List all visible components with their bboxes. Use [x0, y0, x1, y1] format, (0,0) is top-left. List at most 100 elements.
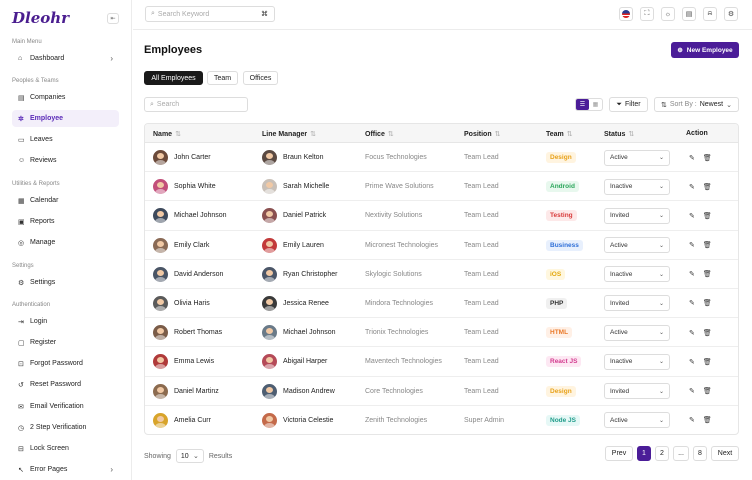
grid-view-icon[interactable]: ▦: [592, 102, 599, 108]
tab-all-employees[interactable]: All Employees: [144, 71, 203, 85]
trash-icon[interactable]: 🗑: [702, 154, 712, 162]
status-select[interactable]: Invited ⌄: [604, 383, 670, 399]
settings-gear-icon[interactable]: ⚙: [724, 7, 738, 21]
line-manager-cell[interactable]: Ryan Christopher: [262, 260, 337, 289]
filter-button[interactable]: ⏷ Filter: [609, 97, 648, 112]
sidebar-item-reports[interactable]: ▣ Reports: [12, 213, 119, 230]
employee-name-cell[interactable]: Emily Clark: [153, 231, 209, 260]
line-manager-cell[interactable]: Braun Kelton: [262, 143, 323, 172]
next-page-button[interactable]: Next: [711, 446, 739, 461]
trash-icon[interactable]: 🗑: [702, 358, 712, 366]
tab-offices[interactable]: Offices: [243, 71, 278, 85]
employee-name-cell[interactable]: Michael Johnson: [153, 201, 227, 230]
tab-team[interactable]: Team: [207, 71, 238, 85]
status-select[interactable]: Active ⌄: [604, 324, 670, 341]
sidebar-item-register[interactable]: ▢ Register: [12, 334, 119, 351]
sidebar-item-label: Employee: [30, 115, 64, 122]
status-select[interactable]: Active ⌄: [604, 237, 670, 254]
new-employee-button[interactable]: ⊕ New Employee: [671, 42, 739, 58]
sidebar-item-manage[interactable]: ◎ Manage: [12, 234, 119, 251]
edit-icon[interactable]: ✎: [689, 212, 695, 220]
employee-name-cell[interactable]: Robert Thomas: [153, 318, 222, 347]
trash-icon[interactable]: 🗑: [702, 271, 712, 279]
status-select[interactable]: Inactive ⌄: [604, 353, 670, 370]
page-1-button[interactable]: 1: [637, 446, 651, 461]
trash-icon[interactable]: 🗑: [702, 300, 712, 308]
edit-icon[interactable]: ✎: [689, 329, 695, 337]
trash-icon[interactable]: 🗑: [702, 183, 712, 191]
keyword-search-input[interactable]: ⌕ Search Keyword ⌘: [145, 6, 275, 22]
sort-by-dropdown[interactable]: ⇅ Sort By : Newest ⌄: [654, 97, 739, 112]
section-utilities: Utilities & Reports: [12, 181, 60, 187]
line-manager-cell[interactable]: Daniel Patrick: [262, 201, 326, 230]
page-8-button[interactable]: 8: [693, 446, 707, 461]
line-manager-cell[interactable]: Jessica Renee: [262, 289, 329, 318]
sidebar-item-reset-password[interactable]: ↺ Reset Password: [12, 376, 119, 393]
theme-toggle-icon[interactable]: ☼: [661, 7, 675, 21]
employee-search-input[interactable]: ⌕ Search: [144, 97, 248, 112]
column-position[interactable]: Position ⇅: [464, 130, 501, 138]
trash-icon[interactable]: 🗑: [702, 388, 712, 395]
employee-name-cell[interactable]: Emma Lewis: [153, 347, 214, 376]
app-logo[interactable]: Dleohr: [12, 9, 70, 27]
edit-icon[interactable]: ✎: [689, 242, 695, 250]
employee-name-cell[interactable]: Daniel Martinz: [153, 377, 219, 406]
line-manager-cell[interactable]: Victoria Celestie: [262, 406, 333, 434]
prev-page-button[interactable]: Prev: [605, 446, 633, 461]
edit-icon[interactable]: ✎: [689, 271, 695, 279]
trash-icon[interactable]: 🗑: [702, 329, 712, 337]
column-status[interactable]: Status ⇅: [604, 130, 634, 138]
trash-icon[interactable]: 🗑: [702, 242, 712, 250]
sidebar-item-login[interactable]: ⇥ Login: [12, 313, 119, 330]
edit-icon[interactable]: ✎: [689, 388, 695, 395]
sidebar-item-email-verification[interactable]: ✉ Email Verification: [12, 398, 119, 415]
sidebar-item-dashboard[interactable]: ⌂ Dashboard ›: [12, 50, 119, 67]
line-manager-cell[interactable]: Emily Lauren: [262, 231, 324, 260]
status-select[interactable]: Invited ⌄: [604, 207, 670, 224]
sidebar-item-calendar[interactable]: ▦ Calendar: [12, 192, 119, 209]
per-page-select[interactable]: 10 ⌄: [175, 449, 204, 463]
sidebar-item-error-pages[interactable]: ↖ Error Pages ›: [12, 461, 119, 478]
column-line-manager[interactable]: Line Manager ⇅: [262, 130, 316, 138]
language-flag-icon[interactable]: [619, 7, 633, 21]
line-manager-cell[interactable]: Sarah Michelle: [262, 172, 329, 201]
edit-icon[interactable]: ✎: [689, 183, 695, 191]
edit-icon[interactable]: ✎: [689, 154, 695, 162]
line-manager-cell[interactable]: Abigail Harper: [262, 347, 327, 376]
manager-name: Madison Andrew: [283, 387, 335, 395]
status-select[interactable]: Invited ⌄: [604, 295, 670, 312]
sidebar-item-2-step-verification[interactable]: ◷ 2 Step Verification: [12, 419, 119, 436]
sidebar-item-settings[interactable]: ⚙ Settings: [12, 274, 119, 291]
collapse-sidebar-icon[interactable]: ⇤: [107, 13, 119, 24]
sidebar-item-companies[interactable]: ▤ Companies: [12, 89, 119, 106]
calendar-check-icon[interactable]: ▤: [682, 7, 696, 21]
fullscreen-icon[interactable]: ⛶: [640, 7, 654, 21]
sidebar-item-leaves[interactable]: ▭ Leaves: [12, 131, 119, 148]
employee-name-cell[interactable]: Sophia White: [153, 172, 216, 201]
notification-bell-icon[interactable]: ⍾: [703, 7, 717, 21]
column-name[interactable]: Name ⇅: [153, 130, 181, 138]
sidebar-item-reviews[interactable]: ☺ Reviews: [12, 152, 119, 169]
list-view-icon[interactable]: ☰: [576, 99, 589, 110]
employee-name-cell[interactable]: Olivia Haris: [153, 289, 210, 318]
employee-name-cell[interactable]: David Anderson: [153, 260, 223, 289]
status-select[interactable]: Inactive ⌄: [604, 178, 670, 195]
edit-icon[interactable]: ✎: [689, 300, 695, 308]
edit-icon[interactable]: ✎: [689, 358, 695, 366]
status-select[interactable]: Inactive ⌄: [604, 266, 670, 283]
line-manager-cell[interactable]: Michael Johnson: [262, 318, 336, 347]
edit-icon[interactable]: ✎: [689, 417, 695, 425]
status-select[interactable]: Active ⌄: [604, 149, 670, 166]
sidebar-item-forgot-password[interactable]: ⊡ Forgot Password: [12, 355, 119, 372]
employee-name-cell[interactable]: Amelia Curr: [153, 406, 211, 434]
trash-icon[interactable]: 🗑: [702, 417, 712, 425]
employee-name-cell[interactable]: John Carter: [153, 143, 211, 172]
sidebar-item-lock-screen[interactable]: ⊟ Lock Screen: [12, 440, 119, 457]
status-select[interactable]: Active ⌄: [604, 412, 670, 429]
column-team[interactable]: Team ⇅: [546, 130, 573, 138]
sidebar-item-employee[interactable]: ✲ Employee: [12, 110, 119, 127]
trash-icon[interactable]: 🗑: [702, 212, 712, 220]
page-2-button[interactable]: 2: [655, 446, 669, 461]
column-office[interactable]: Office ⇅: [365, 130, 394, 138]
line-manager-cell[interactable]: Madison Andrew: [262, 377, 335, 406]
